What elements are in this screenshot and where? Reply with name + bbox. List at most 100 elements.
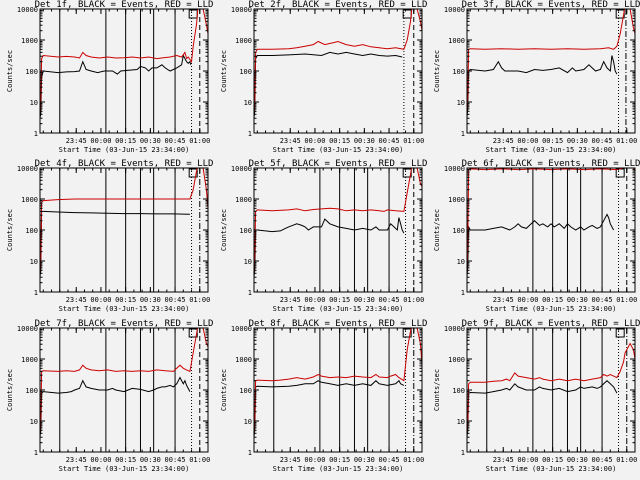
y-tick-label: 1 <box>34 130 38 138</box>
series-events-black <box>254 51 403 118</box>
time-markers <box>403 9 415 133</box>
x-axis-label: Start Time (03-Jun-15 23:34:00) <box>273 146 404 154</box>
x-axis-label: Start Time (03-Jun-15 23:34:00) <box>59 305 190 313</box>
y-tick-label: 100 <box>452 387 465 395</box>
y-tick-label: 1 <box>248 289 252 297</box>
panel-title: Det 2f, BLACK = Events, RED = LLD <box>249 0 428 10</box>
y-axis-label: Counts/sec <box>220 50 228 92</box>
y-tick-label: 10 <box>457 99 465 107</box>
y-tick-label: 10000 <box>444 325 465 333</box>
series-lld-red <box>467 9 635 115</box>
y-tick-label: 1000 <box>21 37 38 45</box>
y-axis-label: Counts/sec <box>220 369 228 411</box>
y-axis-label: Counts/sec <box>433 209 441 251</box>
x-tick-label: 00:15 <box>542 296 563 304</box>
x-tick-label: 00:45 <box>165 137 186 145</box>
panel-title: Det 3f, BLACK = Events, RED = LLD <box>462 0 640 10</box>
panel-title: Det 6f, BLACK = Events, RED = LLD <box>462 159 640 169</box>
time-markers <box>273 328 415 452</box>
x-tick-label: 00:45 <box>592 456 613 464</box>
y-tick-label: 100 <box>25 387 38 395</box>
x-tick-label: 00:00 <box>304 137 325 145</box>
x-tick-label: 23:45 <box>66 456 87 464</box>
y-tick-label: 10 <box>30 258 38 266</box>
series-lld-red <box>40 168 208 274</box>
x-tick-label: 23:45 <box>66 296 87 304</box>
x-tick-label: 00:45 <box>592 296 613 304</box>
x-tick-label: 00:15 <box>329 137 350 145</box>
y-tick-label: 10000 <box>17 165 38 173</box>
y-tick-label: 10 <box>244 258 252 266</box>
x-tick-label: 00:00 <box>304 296 325 304</box>
panel-grid: Det 1f, BLACK = Events, RED = LLD1101001… <box>6 0 640 473</box>
x-tick-label: 00:00 <box>90 296 111 304</box>
x-tick-label: 23:45 <box>493 456 514 464</box>
series-group <box>467 342 635 437</box>
y-tick-label: 1 <box>34 289 38 297</box>
panel-9: Det 9f, BLACK = Events, RED = LLD 1 10 100 1… <box>433 319 640 473</box>
y-tick-label: 1000 <box>21 196 38 204</box>
x-tick-label: 23:45 <box>66 137 87 145</box>
x-tick-label: 00:00 <box>517 296 538 304</box>
series-events-black <box>254 217 405 277</box>
panel-title: Det 5f, BLACK = Events, RED = LLD <box>249 159 428 169</box>
series-events-black <box>254 379 405 437</box>
y-tick-label: 10000 <box>444 6 465 14</box>
y-tick-label: 10 <box>30 99 38 107</box>
series-lld-red <box>40 328 208 434</box>
panel-8: Det 8f, BLACK = Events, RED = LLD 1 10 100 1… <box>220 319 427 473</box>
y-tick-label: 1000 <box>235 37 252 45</box>
y-tick-label: 10 <box>457 418 465 426</box>
series-events-black <box>40 376 191 437</box>
y-tick-label: 10000 <box>231 325 252 333</box>
x-tick-label: 00:30 <box>567 296 588 304</box>
time-markers <box>618 9 627 133</box>
y-tick-label: 100 <box>452 68 465 76</box>
x-tick-label: 00:45 <box>379 456 400 464</box>
x-axis-label: Start Time (03-Jun-15 23:34:00) <box>273 465 404 473</box>
y-tick-label: 1 <box>461 289 465 297</box>
x-tick-label: 00:30 <box>140 296 161 304</box>
panel-1: Det 1f, BLACK = Events, RED = LLD 1 10 100 1… <box>6 0 213 154</box>
series-lld-red <box>40 9 208 115</box>
y-axis-label: Counts/sec <box>6 209 14 251</box>
y-tick-label: 10000 <box>17 6 38 14</box>
x-tick-label: 00:15 <box>329 456 350 464</box>
x-axis-label: Start Time (03-Jun-15 23:34:00) <box>273 305 404 313</box>
y-tick-label: 1000 <box>448 356 465 364</box>
x-tick-label: 00:30 <box>354 296 375 304</box>
time-markers <box>486 328 628 452</box>
y-tick-label: 100 <box>239 227 252 235</box>
x-tick-label: 00:15 <box>542 137 563 145</box>
series-group <box>467 9 635 118</box>
x-tick-label: 01:00 <box>189 137 210 145</box>
x-tick-label: 00:30 <box>140 137 161 145</box>
y-axis-label: Counts/sec <box>6 50 14 92</box>
x-tick-label: 00:30 <box>567 137 588 145</box>
y-tick-label: 10 <box>30 418 38 426</box>
x-tick-label: 23:45 <box>493 137 514 145</box>
x-tick-label: 01:00 <box>616 137 637 145</box>
y-axis-label: Counts/sec <box>220 209 228 251</box>
y-tick-label: 1000 <box>235 196 252 204</box>
y-tick-label: 1000 <box>21 356 38 364</box>
x-tick-label: 00:45 <box>379 296 400 304</box>
y-tick-label: 10 <box>244 418 252 426</box>
series-lld-red <box>467 342 635 434</box>
x-axis-label: Start Time (03-Jun-15 23:34:00) <box>486 305 617 313</box>
flare-box-marker <box>615 328 625 338</box>
y-tick-label: 1 <box>248 130 252 138</box>
series-group <box>40 328 208 437</box>
x-tick-label: 00:30 <box>354 456 375 464</box>
y-tick-label: 100 <box>239 68 252 76</box>
series-group <box>254 168 422 277</box>
series-events-black <box>467 213 615 277</box>
series-events-black <box>40 53 192 118</box>
x-tick-label: 00:45 <box>379 137 400 145</box>
panel-2: Det 2f, BLACK = Events, RED = LLD 1 10 100 1… <box>220 0 427 154</box>
flare-box-marker <box>188 168 198 178</box>
x-tick-label: 00:30 <box>140 456 161 464</box>
y-axis-label: Counts/sec <box>433 369 441 411</box>
panel-title: Det 8f, BLACK = Events, RED = LLD <box>249 319 428 329</box>
